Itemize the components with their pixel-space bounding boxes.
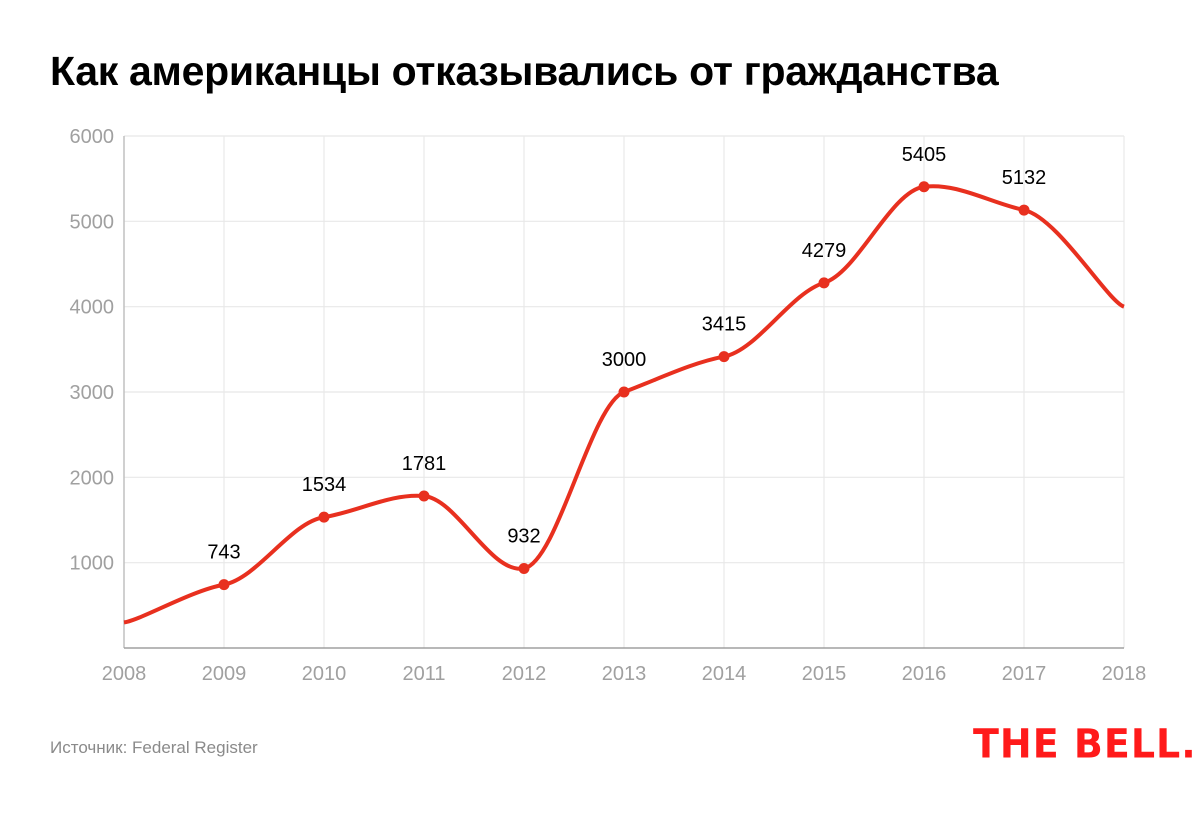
data-label: 3415 [702,314,747,336]
data-label: 4279 [802,240,847,262]
data-point [818,277,830,289]
data-point [918,181,930,193]
data-point [1018,204,1030,216]
x-tick-label: 2017 [1002,663,1047,685]
data-point [418,490,430,502]
y-tick-label: 3000 [70,382,115,404]
x-tick-label: 2008 [102,663,147,685]
x-tick-label: 2009 [202,663,247,685]
source-note: Источник: Federal Register [50,738,258,757]
the-bell-logo: THE BELL. [973,720,1197,768]
y-tick-label: 1000 [70,553,115,575]
y-tick-label: 2000 [70,467,115,489]
x-tick-label: 2011 [402,663,445,685]
data-label: 743 [207,542,240,564]
x-tick-label: 2010 [302,663,347,685]
data-label: 3000 [602,349,647,371]
data-point [518,562,530,574]
x-tick-label: 2015 [802,663,847,685]
y-tick-label: 6000 [70,126,115,148]
data-label: 1534 [302,474,347,496]
y-tick-label: 5000 [70,211,115,233]
data-point [318,511,330,523]
x-tick-label: 2018 [1102,663,1147,685]
data-label: 1781 [402,453,447,475]
data-point [718,351,730,363]
data-label: 5132 [1002,167,1047,189]
data-label: 932 [507,525,540,547]
x-tick-label: 2014 [702,663,747,685]
x-tick-label: 2012 [502,663,547,685]
data-point [218,579,230,591]
x-tick-label: 2013 [602,663,647,685]
data-label: 5405 [902,144,947,166]
x-tick-label: 2016 [902,663,947,685]
chart-title: Как американцы отказывались от гражданст… [50,48,999,94]
y-tick-label: 4000 [70,297,115,319]
data-point [618,386,630,398]
